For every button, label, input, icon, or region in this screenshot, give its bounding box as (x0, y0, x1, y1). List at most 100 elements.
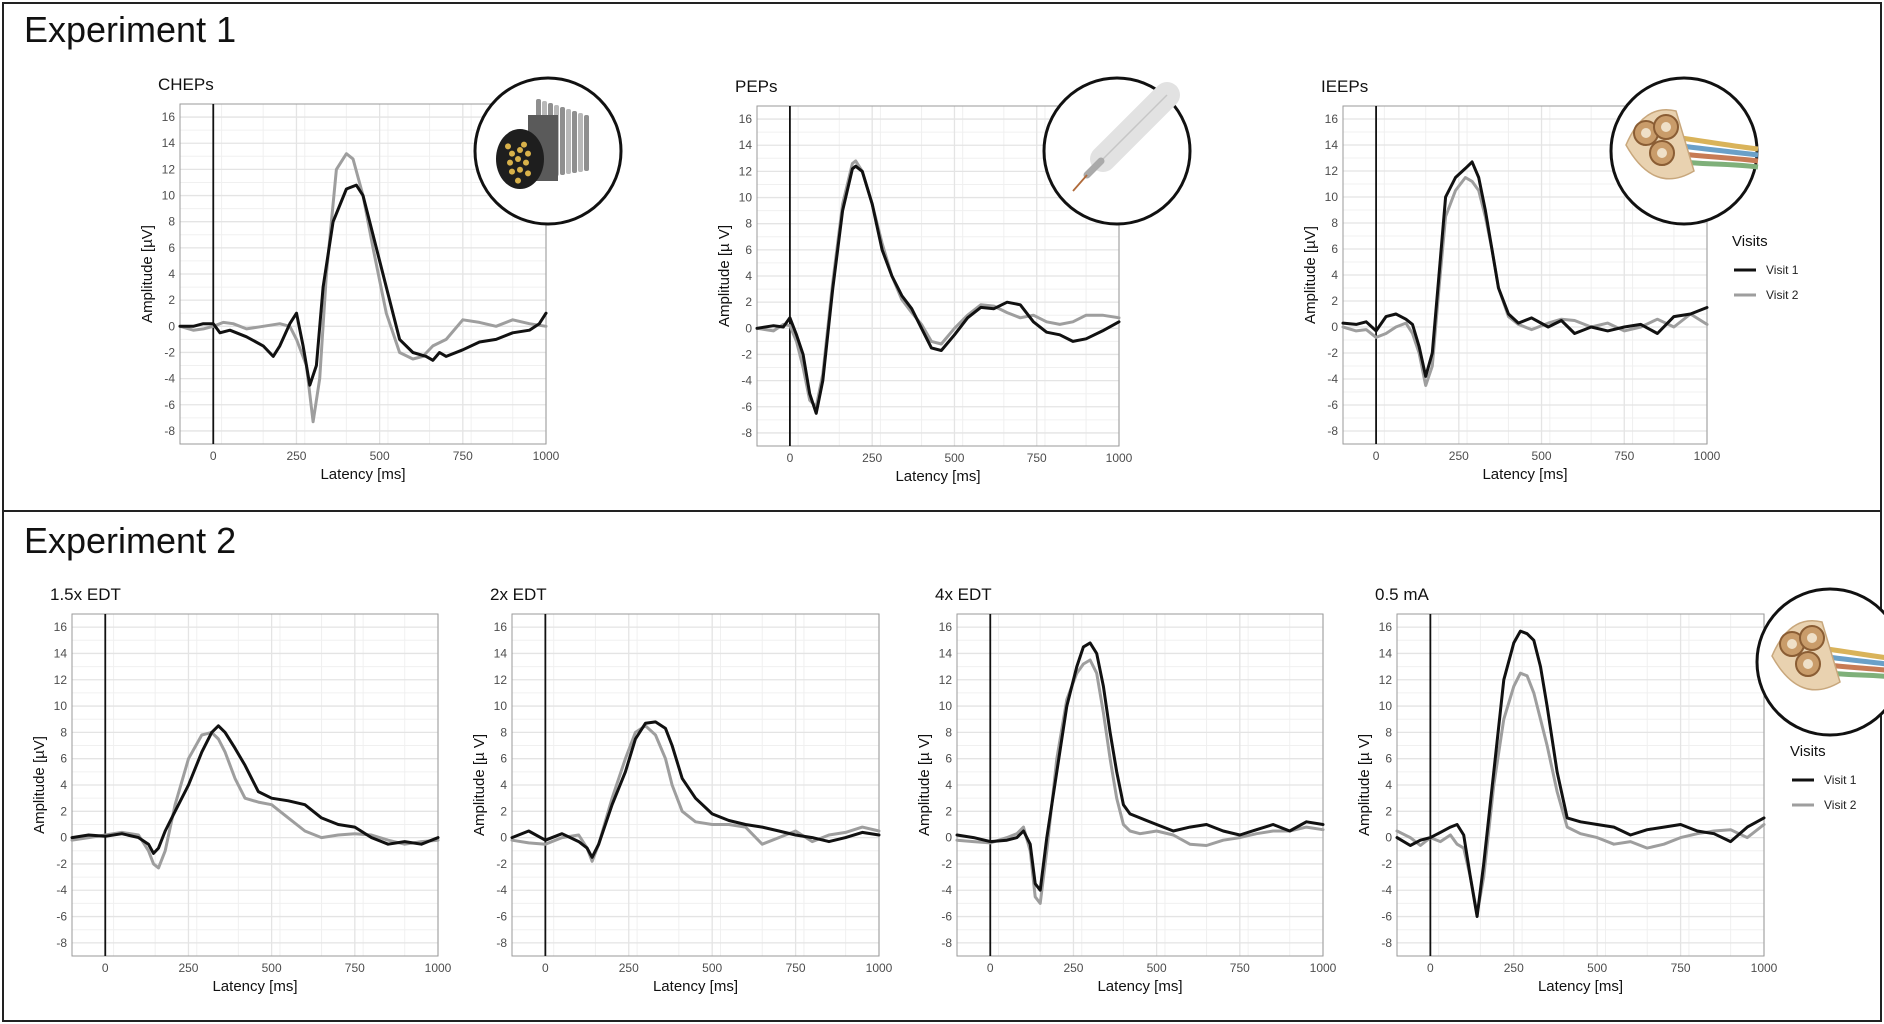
y-tick-label: 6 (500, 752, 507, 766)
x-tick-label: 750 (786, 961, 806, 975)
y-tick-label: 2 (500, 804, 507, 818)
y-tick-label: 8 (500, 725, 507, 739)
y-tick-label: 0 (1385, 831, 1392, 845)
series-visit-2-line (178, 152, 548, 424)
plot-border (71, 613, 439, 957)
y-tick-label: -4 (1381, 883, 1392, 897)
y-tick-label: 10 (54, 699, 68, 713)
y-tick-label: -4 (164, 372, 175, 386)
series-visit-1-line (70, 724, 440, 855)
x-axis-label: Latency [ms] (895, 468, 980, 485)
y-tick-label: -6 (941, 910, 952, 924)
x-axis-label: Latency [ms] (320, 466, 405, 483)
series-visit-1-line (755, 164, 1121, 415)
thermode-ring (572, 111, 577, 173)
probe-tip (1083, 157, 1105, 179)
y-tick-label: 10 (494, 699, 508, 713)
y-tick-label: -4 (941, 883, 952, 897)
y-tick-label: 0 (945, 831, 952, 845)
chart-panel: 0 250 500 750 1000 -8 -6 -4 -2 0 2 4 6 8 10 12 14 16 PEPs L… (716, 76, 1192, 485)
y-axis-label: Amplitude [µ V] (716, 225, 733, 327)
y-tick-label: 14 (54, 646, 68, 660)
y-tick-label: 16 (1325, 112, 1339, 126)
y-axis-label: Amplitude [µ V] (916, 734, 933, 836)
legend-entry-label: Visit 2 (1766, 288, 1799, 302)
x-tick-label: 1000 (1751, 961, 1778, 975)
y-tick-label: -6 (56, 910, 67, 924)
legend-title: Visits (1790, 743, 1826, 760)
thermode-contact (515, 177, 521, 184)
y-axis-label: Amplitude [µ V] (1356, 734, 1373, 836)
thermode-contact (505, 143, 511, 150)
chart-panel: 0 250 500 750 1000 -8 -6 -4 -2 0 2 4 6 8 10 12 14 16 0.5 m… (1356, 585, 1884, 995)
y-tick-label: 16 (162, 110, 176, 124)
thermode-ring (584, 115, 589, 171)
y-tick-label: 14 (1379, 646, 1393, 660)
y-tick-label: 4 (745, 269, 752, 283)
y-tick-label: 8 (168, 215, 175, 229)
series-visit-2-line (1395, 671, 1766, 916)
y-tick-label: 12 (162, 162, 176, 176)
y-tick-label: -4 (1327, 372, 1338, 386)
y-tick-label: 10 (939, 699, 953, 713)
y-tick-label: 6 (745, 243, 752, 257)
y-tick-label: 10 (162, 189, 176, 203)
x-tick-label: 1000 (1106, 451, 1133, 465)
x-tick-label: 250 (286, 449, 306, 463)
x-tick-label: 250 (862, 451, 882, 465)
y-tick-label: 0 (745, 321, 752, 335)
chart-panel: 0 250 500 750 1000 -8 -6 -4 -2 0 2 4 6 8 10 12 14 16 4x ED… (916, 585, 1337, 995)
y-tick-label: 6 (1331, 242, 1338, 256)
y-tick-label: -8 (1381, 936, 1392, 950)
x-axis-label: Latency [ms] (212, 978, 297, 995)
thermode-ring (578, 113, 583, 172)
electrode-contact-center (1787, 639, 1797, 649)
y-tick-label: -4 (56, 883, 67, 897)
x-tick-label: 1000 (1310, 961, 1337, 975)
y-tick-label: -4 (741, 374, 752, 388)
y-tick-label: 10 (1379, 699, 1393, 713)
electrode-contact-center (1657, 148, 1667, 158)
y-tick-label: 14 (494, 646, 508, 660)
chart-title: PEPs (735, 77, 778, 96)
y-tick-label: -8 (496, 936, 507, 950)
y-axis-label: Amplitude [µV] (1302, 226, 1319, 324)
thermode-contact (525, 170, 531, 177)
y-tick-label: 4 (60, 778, 67, 792)
y-tick-label: -8 (741, 426, 752, 440)
y-tick-label: 0 (1331, 320, 1338, 334)
chart-title: 4x EDT (935, 585, 992, 604)
x-tick-label: 0 (542, 961, 549, 975)
x-tick-label: 1000 (1694, 449, 1721, 463)
y-tick-label: -2 (1381, 857, 1392, 871)
x-axis-label: Latency [ms] (1482, 466, 1567, 483)
series-visit-1-line (178, 183, 548, 387)
thermode-ring (566, 109, 571, 174)
y-tick-label: 4 (945, 778, 952, 792)
chart-panel: 0 250 500 750 1000 -8 -6 -4 -2 0 2 4 6 8 10 12 14 16 1.5x … (31, 585, 452, 995)
y-tick-label: 12 (494, 673, 508, 687)
y-tick-label: 6 (945, 752, 952, 766)
y-tick-label: 0 (60, 831, 67, 845)
y-tick-label: 12 (739, 164, 753, 178)
y-tick-label: 6 (168, 241, 175, 255)
y-axis-label: Amplitude [µ V] (471, 734, 488, 836)
y-tick-label: 12 (939, 673, 953, 687)
y-tick-label: 2 (745, 295, 752, 309)
x-tick-label: 0 (102, 961, 109, 975)
x-tick-label: 750 (1671, 961, 1691, 975)
x-tick-label: 250 (1449, 449, 1469, 463)
y-tick-label: 2 (1385, 804, 1392, 818)
x-tick-label: 500 (1532, 449, 1552, 463)
x-tick-label: 250 (1504, 961, 1524, 975)
x-axis-label: Latency [ms] (1538, 978, 1623, 995)
y-tick-label: -8 (56, 936, 67, 950)
chart-title: 2x EDT (490, 585, 547, 604)
thermode-contact (521, 141, 527, 148)
y-tick-label: 8 (745, 217, 752, 231)
plot-border (511, 613, 880, 957)
y-tick-label: -2 (741, 347, 752, 361)
electrode-contact-center (1641, 128, 1651, 138)
series-visit-1-line (510, 720, 881, 859)
electrode-contact-center (1803, 659, 1813, 669)
